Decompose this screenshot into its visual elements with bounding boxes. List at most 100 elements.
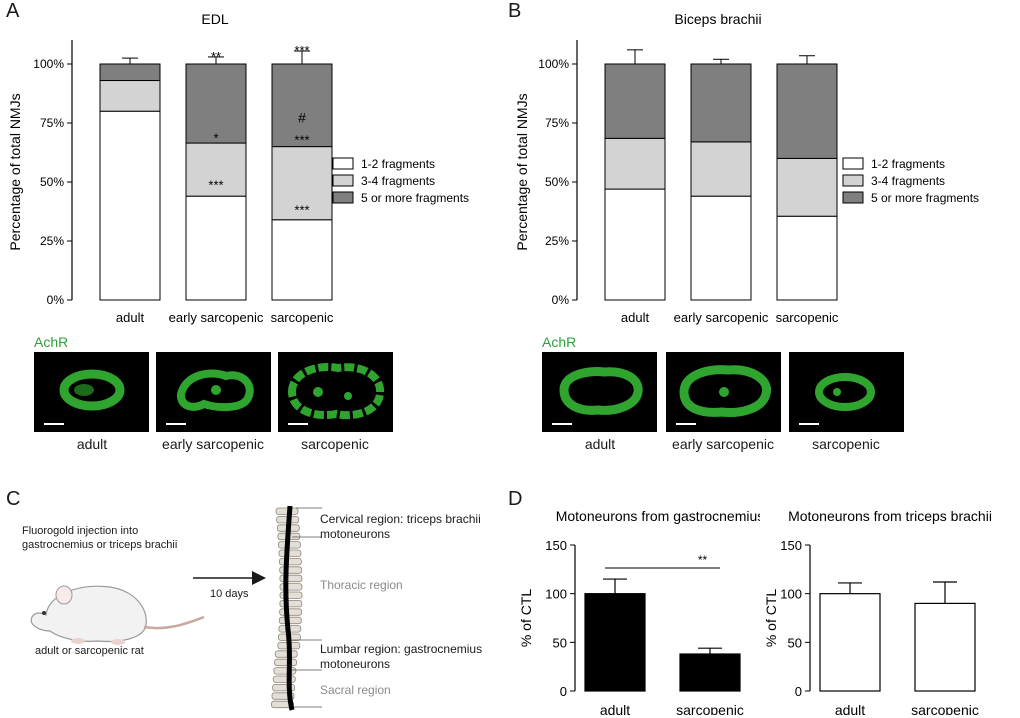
panel-letter-c: C xyxy=(6,488,21,510)
y-axis-label: Percentage of total NMJs xyxy=(7,93,23,250)
vertebra xyxy=(273,667,297,675)
bar-segment xyxy=(271,219,333,301)
vertebra xyxy=(279,600,303,608)
bar-segment xyxy=(690,63,752,143)
y-tick-label: 75% xyxy=(545,116,569,130)
x-tick-label: adult xyxy=(116,310,145,325)
bar-segment xyxy=(776,63,838,159)
legend-swatch xyxy=(332,191,354,204)
y-tick-label: 0% xyxy=(552,293,570,307)
y-tick-label: 0% xyxy=(47,293,65,307)
bar-segment xyxy=(185,195,247,301)
chart-d-triceps: Motoneurons from triceps brachii % of CTL… xyxy=(763,508,992,715)
y-tick-label: 0 xyxy=(795,684,802,699)
panel-letter-b: B xyxy=(508,0,522,22)
chart-d-gastrocnemius: Motoneurons from gastrocnemius % of CTL 0 5… xyxy=(518,508,760,715)
legend-label: 1-2 fragments xyxy=(871,157,945,171)
chart-b-biceps: Biceps brachii Percentage of total NMJs 0%… xyxy=(514,11,979,325)
x-tick-label: adult xyxy=(835,702,865,715)
y-axis-label: % of CTL xyxy=(518,589,534,648)
vertebra xyxy=(279,608,303,616)
micro-caption-a-2: sarcopenic xyxy=(301,436,369,452)
bar xyxy=(584,593,646,692)
arrow-10-days xyxy=(193,571,266,585)
significance-marker: ** xyxy=(211,49,221,64)
x-tick-label: sarcopenic xyxy=(271,310,334,325)
region-cervical: Cervical region: triceps brachii motoneu… xyxy=(320,512,481,541)
nmj-stain xyxy=(287,363,385,420)
bar-segment xyxy=(271,146,333,221)
bar xyxy=(679,653,741,692)
micro-caption-b-2: sarcopenic xyxy=(812,436,880,452)
legend-label: 1-2 fragments xyxy=(361,157,435,171)
rat-label: adult or sarcopenic rat xyxy=(35,645,144,657)
bar-segment xyxy=(776,157,838,217)
bar-segment xyxy=(185,63,247,144)
panel-letter-a: A xyxy=(6,0,20,22)
legend-swatch xyxy=(842,157,864,170)
legend-label: 5 or more fragments xyxy=(361,191,469,205)
vertebra xyxy=(274,650,298,658)
micrograph-a-adult xyxy=(34,352,149,432)
vertebra xyxy=(279,566,303,574)
bar-segment xyxy=(271,63,333,148)
nmj-stain xyxy=(559,367,643,415)
vertebra xyxy=(274,658,297,667)
bar-segment xyxy=(604,188,666,301)
bar-segment xyxy=(776,215,838,301)
micrograph-b-early xyxy=(666,352,781,432)
micrograph-a-sarcopenic xyxy=(278,352,393,432)
y-tick-label: 50 xyxy=(788,635,802,650)
significance-marker: ** xyxy=(698,553,708,567)
significance-marker: *** xyxy=(294,133,309,148)
significance-marker: * xyxy=(213,130,218,145)
chart-title: Motoneurons from gastrocnemius xyxy=(556,508,760,524)
micro-caption-a-0: adult xyxy=(76,436,108,452)
micro-caption-a-1: early sarcopenic xyxy=(162,436,264,452)
significance-marker: # xyxy=(298,110,306,126)
legend-label: 3-4 fragments xyxy=(871,174,945,188)
vertebra xyxy=(279,591,303,599)
y-tick-label: 50 xyxy=(553,635,567,650)
vertebra xyxy=(279,583,303,591)
y-tick-label: 50% xyxy=(40,175,64,189)
bar xyxy=(819,593,881,692)
x-tick-label: early sarcopenic xyxy=(169,310,264,325)
micro-caption-b-0: adult xyxy=(584,436,616,452)
y-axis-label: Percentage of total NMJs xyxy=(514,93,530,250)
y-tick-label: 100 xyxy=(545,587,567,602)
x-tick-label: sarcopenic xyxy=(911,702,979,715)
bar-segment xyxy=(99,63,161,82)
region-lumbar: Lumbar region: gastrocnemius motoneurons xyxy=(320,642,483,671)
achr-label-b: AchR xyxy=(542,334,577,350)
rat-illustration xyxy=(30,585,205,645)
bar-segment xyxy=(690,141,752,197)
significance-marker: *** xyxy=(294,43,309,58)
x-tick-label: early sarcopenic xyxy=(674,310,769,325)
x-tick-label: sarcopenic xyxy=(676,702,744,715)
chart-title: Biceps brachii xyxy=(674,11,761,27)
nmj-stain xyxy=(679,365,771,417)
nmj-stain xyxy=(177,369,254,412)
spinal-column-illustration xyxy=(271,505,322,711)
legend-label: 5 or more fragments xyxy=(871,191,979,205)
legend-swatch xyxy=(842,191,864,204)
significance-marker: *** xyxy=(208,178,223,193)
region-sacral: Sacral region xyxy=(320,683,391,697)
nmj-stain xyxy=(59,369,125,411)
y-tick-label: 25% xyxy=(40,234,64,248)
y-axis-label: % of CTL xyxy=(763,589,779,648)
micrograph-b-adult xyxy=(542,352,657,432)
y-tick-label: 100% xyxy=(538,57,569,71)
legend-label: 3-4 fragments xyxy=(361,174,435,188)
panel-letter-d: D xyxy=(508,488,523,510)
x-tick-label: adult xyxy=(621,310,650,325)
vertebra xyxy=(278,558,302,566)
vertebra xyxy=(272,675,296,683)
bar-segment xyxy=(99,110,161,301)
chart-a-edl: EDL Percentage of total NMJs 0% 25% 50% 75% 10… xyxy=(7,11,469,325)
legend-swatch xyxy=(842,174,864,187)
x-tick-label: sarcopenic xyxy=(776,310,839,325)
legend-swatch xyxy=(332,174,354,187)
micro-caption-b-1: early sarcopenic xyxy=(672,436,774,452)
